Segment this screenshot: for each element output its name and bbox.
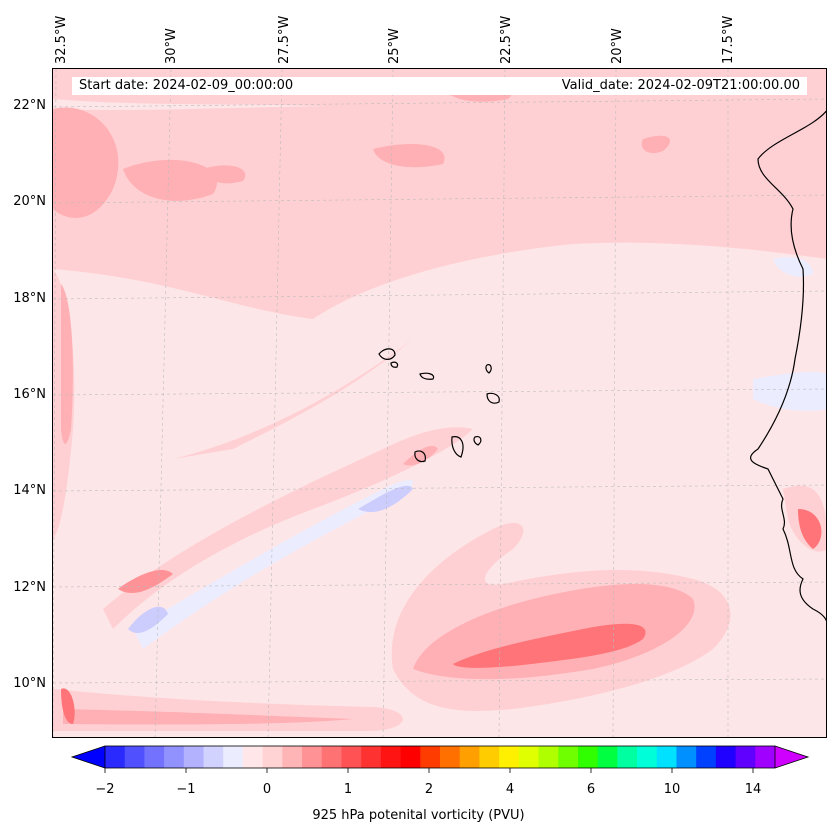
colorbar-segment	[321, 746, 342, 768]
colorbar-tick-label: 10	[663, 782, 681, 797]
lon-label-27-5w: 27.5°W	[277, 15, 292, 64]
lat-label-10n: 10°N	[13, 676, 46, 691]
colorbar-segments	[105, 746, 776, 768]
colorbar-segment	[282, 746, 303, 768]
colorbar-segment	[203, 746, 224, 768]
pv-field-map	[53, 69, 826, 737]
colorbar-segment	[755, 746, 776, 768]
map-area	[52, 68, 827, 738]
colorbar-segment	[637, 746, 658, 768]
africa-coastline	[750, 110, 826, 622]
colorbar-segment	[597, 746, 618, 768]
colorbar-tick-label: 2	[424, 782, 434, 797]
lon-label-32-5w: 32.5°W	[54, 15, 69, 64]
colorbar-segment	[302, 746, 323, 768]
colorbar-title: 925 hPa potenital vorticity (PVU)	[312, 808, 525, 823]
lat-label-22n: 22°N	[13, 98, 46, 113]
pv-patch-north-1	[53, 107, 119, 218]
pv-positive-coast-strong	[798, 509, 822, 549]
pv-diagonal-band	[103, 427, 473, 629]
graticule	[53, 69, 826, 737]
colorbar-segment	[499, 746, 520, 768]
lon-label-25w: 25°W	[387, 28, 402, 64]
pv-negative-coast-1	[753, 371, 826, 411]
pv-positive-patch-diag	[118, 569, 173, 594]
colorbar-segment	[735, 746, 756, 768]
lat-label-12n: 12°N	[13, 580, 46, 595]
pv-patch-north-5	[641, 135, 671, 154]
colorbar-tick-label: 4	[505, 782, 515, 797]
colorbar-segment	[518, 746, 540, 768]
colorbar-segment	[538, 746, 559, 768]
colorbar-segment	[420, 746, 441, 768]
colorbar-segment	[183, 746, 205, 768]
lat-label-20n: 20°N	[13, 194, 46, 209]
colorbar-segment	[440, 746, 461, 768]
pv-positive-patch-capeverde	[403, 445, 438, 466]
date-info-bar: Start date: 2024-02-09_00:00:00 Valid_da…	[72, 77, 807, 95]
colorbar-segment	[656, 746, 677, 768]
pv-band-north	[53, 105, 826, 319]
colorbar-segment	[696, 746, 717, 768]
pv-lobe-south-core	[453, 623, 646, 668]
colorbar-segment	[380, 746, 402, 768]
colorbar-segment	[676, 746, 697, 768]
colorbar-tick-label: 0	[262, 782, 272, 797]
pv-patch-north-6	[203, 165, 246, 184]
colorbar-arrow-left	[72, 746, 105, 768]
valid-date-text: Valid_date: 2024-02-09T21:00:00.00	[561, 78, 800, 93]
colorbar-segment	[577, 746, 599, 768]
colorbar-segment	[164, 746, 185, 768]
cape-verde-islands	[378, 348, 500, 463]
pv-diagonal-negative	[133, 479, 414, 649]
colorbar-segment	[262, 746, 283, 768]
lon-label-20w: 20°W	[610, 28, 625, 64]
colorbar-segment	[459, 746, 480, 768]
colorbar-segment	[361, 746, 382, 768]
lat-label-14n: 14°N	[13, 483, 46, 498]
colorbar-arrow-right	[775, 746, 808, 768]
lon-label-22-5w: 22.5°W	[499, 15, 514, 64]
pv-patch-north-4	[373, 144, 445, 168]
colorbar-segment	[144, 746, 165, 768]
colorbar-segment	[558, 746, 579, 768]
colorbar-segment	[400, 746, 421, 768]
colorbar-segment	[223, 746, 244, 768]
colorbar-tick-label: 1	[343, 782, 353, 797]
colorbar-segment	[479, 746, 500, 768]
colorbar-segment	[242, 746, 264, 768]
colorbar-segment	[617, 746, 638, 768]
lon-label-17-5w: 17.5°W	[721, 15, 736, 64]
colorbar-tick-label: −2	[95, 782, 115, 797]
colorbar-tick-label: −1	[176, 782, 196, 797]
lat-label-18n: 18°N	[13, 291, 46, 306]
pv-strip-west-strong	[61, 284, 73, 444]
colorbar-tick-label: 6	[586, 782, 596, 797]
pv-negative-patch-2	[128, 606, 168, 634]
pv-negative-patch-1	[358, 485, 413, 513]
start-date-text: Start date: 2024-02-09_00:00:00	[79, 78, 294, 93]
pv-patch-north-2	[123, 159, 217, 201]
colorbar-segment	[715, 746, 737, 768]
lat-label-16n: 16°N	[13, 387, 46, 402]
pv-strip-south-strong	[63, 709, 353, 725]
colorbar-segment	[105, 746, 126, 768]
colorbar-segment	[124, 746, 145, 768]
pv-max-south-west	[61, 688, 75, 724]
colorbar-segment	[341, 746, 362, 768]
colorbar-tick-label: 14	[744, 782, 762, 797]
lon-label-30w: 30°W	[164, 28, 179, 64]
